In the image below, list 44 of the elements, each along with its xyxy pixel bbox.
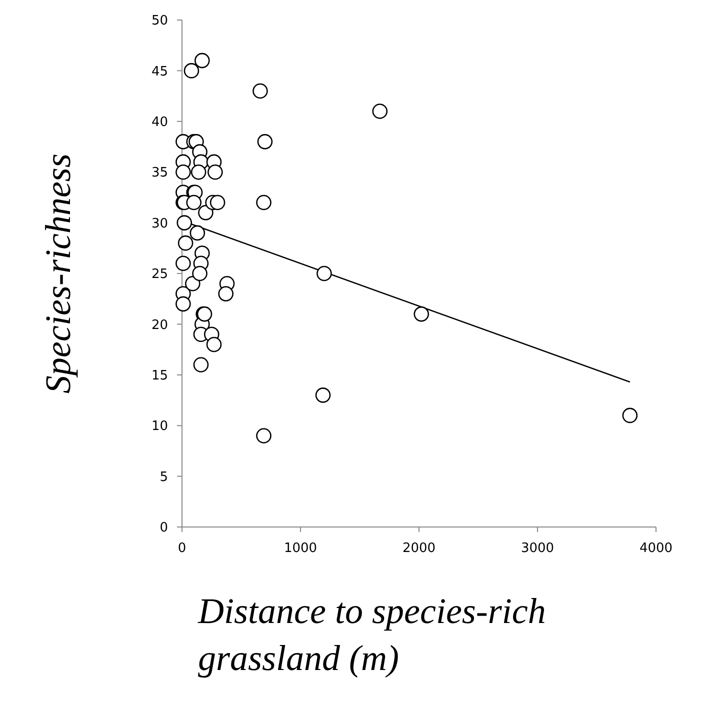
point — [190, 225, 206, 241]
y-tick-label: 50 — [151, 14, 168, 29]
point — [192, 266, 208, 282]
point — [316, 266, 332, 282]
y-tick-label: 30 — [151, 216, 168, 232]
point — [186, 194, 202, 210]
point — [193, 357, 209, 372]
x-axis-title: Distance to species-rich grassland (m) — [197, 591, 546, 678]
x-tick-label: 4000 — [639, 541, 673, 556]
x-tick-label: 1000 — [284, 541, 318, 556]
point — [256, 428, 272, 444]
point — [256, 194, 272, 210]
x-tick-label: 2000 — [402, 541, 436, 556]
point — [176, 296, 191, 312]
point — [178, 235, 194, 251]
x-tick-label: 3000 — [520, 541, 554, 556]
point — [184, 63, 200, 78]
point — [206, 336, 222, 352]
y-tick-label: 40 — [151, 114, 168, 130]
point — [257, 134, 273, 150]
y-tick-label: 15 — [151, 368, 168, 384]
point — [252, 83, 268, 99]
y-tick-label: 5 — [160, 470, 168, 485]
point — [190, 164, 206, 180]
point — [315, 388, 331, 403]
point — [194, 52, 210, 68]
point — [176, 215, 192, 230]
point — [176, 256, 191, 272]
y-tick-label: 10 — [151, 419, 168, 434]
y-tick-label: 45 — [151, 64, 168, 80]
point — [198, 205, 214, 220]
y-tick-label: 25 — [151, 267, 168, 282]
y-tick-label: 35 — [151, 166, 168, 181]
point — [414, 306, 430, 322]
point — [208, 164, 223, 180]
point — [218, 286, 234, 302]
y-tick-label: 0 — [160, 520, 168, 536]
x-tick-label: 0 — [178, 541, 186, 556]
point — [622, 408, 638, 424]
point — [176, 164, 191, 180]
point — [372, 104, 388, 119]
y-axis-title: Species-richness — [38, 154, 78, 394]
y-tick-label: 20 — [151, 318, 168, 333]
point — [210, 194, 226, 210]
